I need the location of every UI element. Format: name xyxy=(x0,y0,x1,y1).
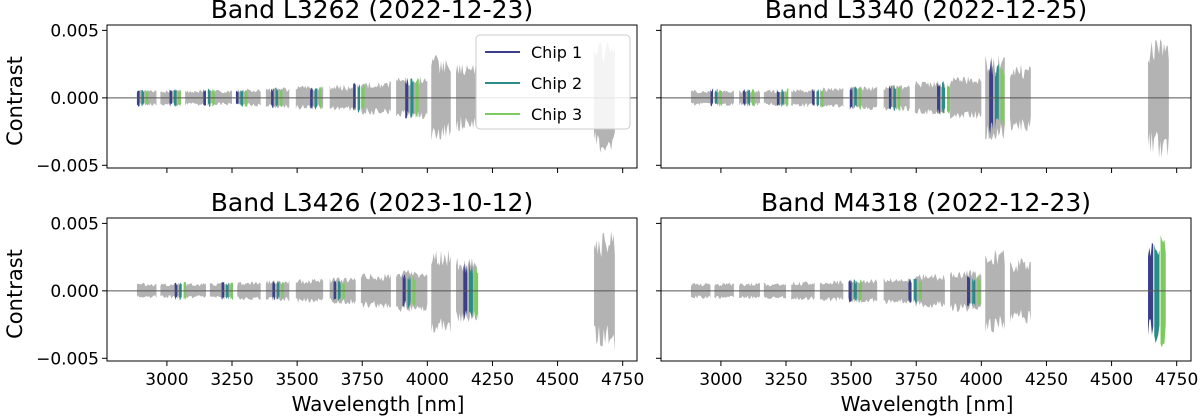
panel-title: Band L3262 (2022-12-23) xyxy=(211,0,533,24)
x-tick-label: 3750 xyxy=(895,370,938,390)
axes-frame xyxy=(106,24,638,169)
plot-area xyxy=(107,230,637,352)
x-tick-label: 3500 xyxy=(829,370,872,390)
x-tick-label: 3250 xyxy=(764,370,807,390)
y-tick-label: 0.000 xyxy=(50,89,99,109)
panel-title: Band M4318 (2022-12-23) xyxy=(761,188,1091,217)
chip-3-segment xyxy=(1000,65,1005,129)
chip-2-segment xyxy=(1154,244,1160,344)
x-tick-label: 3000 xyxy=(699,370,742,390)
x-tick-label: 4250 xyxy=(1025,370,1068,390)
axes-frame xyxy=(106,217,638,362)
legend-label-chip-3: Chip 3 xyxy=(531,105,582,124)
y-tick-label: −0.005 xyxy=(36,156,99,176)
chip-2-segment xyxy=(314,87,318,110)
chip-3-segment xyxy=(474,263,479,320)
panel-title: Band L3340 (2022-12-25) xyxy=(765,0,1087,24)
chip-1-segment xyxy=(1148,242,1154,336)
x-tick-label: 4750 xyxy=(601,370,644,390)
y-tick-label: −0.005 xyxy=(36,349,99,369)
x-tick-label: 4750 xyxy=(1155,370,1198,390)
legend-frame xyxy=(475,34,631,130)
chip-1-segment xyxy=(989,58,994,135)
chip-2-segment xyxy=(410,78,414,119)
y-axis-label-top: Contrast xyxy=(3,56,27,146)
panel-3: Band L3426 (2023-10-12) 0.005 0.000 −0.005 3… xyxy=(36,188,644,390)
chip-1-segment xyxy=(353,83,356,111)
chip-3-segment xyxy=(946,83,951,115)
x-axis-label-right: Wavelength [nm] xyxy=(841,392,1014,416)
axes-frame xyxy=(660,217,1192,362)
x-tick-label: 3250 xyxy=(210,370,253,390)
y-tick-label: 0.005 xyxy=(50,21,99,41)
x-tick-label: 4500 xyxy=(536,370,579,390)
chip-3-segment xyxy=(244,89,248,108)
chip-3-segment xyxy=(719,89,722,107)
chip-2-segment xyxy=(407,275,411,309)
plot-area xyxy=(661,38,1191,158)
chip-2-segment xyxy=(972,278,976,307)
x-tick-label: 3000 xyxy=(145,370,188,390)
plot-area xyxy=(661,235,1191,348)
x-tick-label: 3750 xyxy=(341,370,384,390)
panel-title: Band L3426 (2023-10-12) xyxy=(211,188,533,217)
chip-2-segment xyxy=(994,64,999,130)
panel-4: Band M4318 (2022-12-23) 3000 3250 3500 3750 4… xyxy=(656,188,1198,390)
chip-1-segment xyxy=(463,263,468,320)
x-tick-label: 4000 xyxy=(960,370,1003,390)
legend-label-chip-1: Chip 1 xyxy=(531,43,582,62)
chip-1-segment xyxy=(136,90,140,107)
x-tick-label: 3500 xyxy=(275,370,318,390)
axes-frame xyxy=(660,24,1192,169)
legend: Chip 1 Chip 2 Chip 3 xyxy=(475,34,631,130)
x-tick-label: 4500 xyxy=(1090,370,1133,390)
x-tick-label: 4250 xyxy=(471,370,514,390)
grey-segment xyxy=(431,249,451,333)
x-axis-label-left: Wavelength [nm] xyxy=(292,392,465,416)
panel-1: Band L3262 (2022-12-23) 0.005 0.000 −0.005 xyxy=(36,0,638,176)
grey-segment xyxy=(1148,38,1169,158)
x-tick-label: 4000 xyxy=(406,370,449,390)
y-tick-label: 0.005 xyxy=(50,214,99,234)
chip-2-segment xyxy=(942,80,946,114)
chip-1-segment xyxy=(710,88,714,107)
chip-1-segment xyxy=(174,282,178,301)
y-axis-label-bottom: Contrast xyxy=(3,249,27,339)
panel-2: Band L3340 (2022-12-25) xyxy=(656,0,1192,173)
chip-3-segment xyxy=(820,89,824,108)
legend-label-chip-2: Chip 2 xyxy=(531,74,582,93)
y-tick-label: 0.000 xyxy=(50,282,99,302)
panels: Band L3262 (2022-12-23)0.0050.000−0.005B… xyxy=(36,0,1198,390)
chip-2-segment xyxy=(240,90,243,108)
chip-1-segment xyxy=(310,87,313,110)
